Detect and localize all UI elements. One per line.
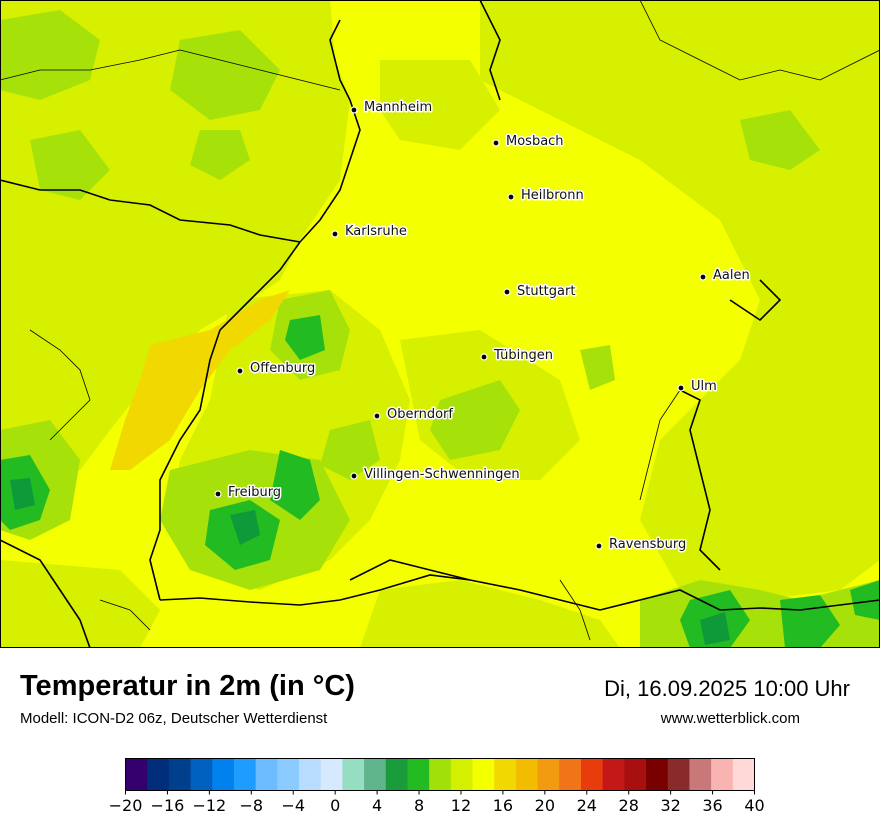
city-mannheim: Mannheim <box>350 99 434 117</box>
colorbar-swatch <box>320 758 343 791</box>
city-ulm: Ulm <box>677 378 718 396</box>
city-mosbach: Mosbach <box>492 133 565 151</box>
svg-text:Karlsruhe: Karlsruhe <box>345 224 407 239</box>
colorbar-swatch <box>233 758 257 791</box>
colorbar-swatch <box>125 758 148 791</box>
website-link[interactable]: www.wetterblick.com <box>660 710 800 727</box>
temperature-band-16-20 <box>110 290 290 470</box>
colorbar-tick-label: −4 <box>281 796 305 815</box>
colorbar-swatch <box>190 758 213 791</box>
city-ravensburg: Ravensburg <box>595 536 688 554</box>
city-heilbronn: Heilbronn <box>507 187 585 205</box>
colorbar-ticks: −20 −16 −12 −8 −4 0 4 8 12 16 20 24 28 32 36 40 <box>110 790 765 815</box>
colorbar-tick-label: 24 <box>577 796 597 815</box>
colorbar-swatch <box>299 758 322 791</box>
colorbar-tick-label: −16 <box>151 796 185 815</box>
city-villingen-schwenningen: Villingen-Schwenningen <box>350 466 521 484</box>
colorbar-swatch <box>732 758 755 791</box>
svg-text:Mosbach: Mosbach <box>506 134 564 149</box>
colorbar-swatch <box>537 758 560 791</box>
colorbar-swatch <box>450 758 474 791</box>
svg-text:Freiburg: Freiburg <box>228 485 281 500</box>
colorbar-swatch <box>407 758 430 791</box>
city-freiburg: Freiburg <box>214 484 283 502</box>
model-subtitle: Modell: ICON-D2 06z, Deutscher Wetterdie… <box>20 710 328 727</box>
colorbar-swatch <box>602 758 625 791</box>
colorbar-tick-label: 0 <box>330 796 340 815</box>
colorbar-tick-label: −8 <box>240 796 264 815</box>
svg-text:Stuttgart: Stuttgart <box>517 284 575 299</box>
colorbar-tick-label: 4 <box>372 796 382 815</box>
svg-text:Offenburg: Offenburg <box>250 361 315 376</box>
colorbar-tick-label: −20 <box>110 796 142 815</box>
svg-text:Ravensburg: Ravensburg <box>609 537 686 552</box>
temperature-map: Mannheim Mosbach Heilbronn Karlsruhe Aal… <box>0 0 880 648</box>
city-offenburg: Offenburg <box>236 360 317 378</box>
colorbar-swatch <box>472 758 495 791</box>
svg-text:Villingen-Schwenningen: Villingen-Schwenningen <box>364 467 520 482</box>
colorbar-swatch <box>364 758 387 791</box>
colorbar-swatch <box>255 758 278 791</box>
chart-title: Temperatur in 2m (in °C) <box>20 670 355 702</box>
colorbar-swatch <box>624 758 647 791</box>
city-tuebingen: Tübingen <box>480 347 555 365</box>
city-markers: Mannheim Mosbach Heilbronn Karlsruhe Aal… <box>214 99 751 554</box>
colorbar-swatch <box>559 758 582 791</box>
forecast-datetime: Di, 16.09.2025 10:00 Uhr <box>604 676 850 701</box>
colorbar-tick-label: 40 <box>744 796 764 815</box>
colorbar-tick-label: 20 <box>535 796 555 815</box>
colorbar-swatch <box>580 758 604 791</box>
temperature-band-4-6 <box>10 478 730 645</box>
svg-text:Ulm: Ulm <box>691 379 717 394</box>
colorbar-tick-label: −12 <box>192 796 226 815</box>
colorbar-swatch <box>515 758 539 791</box>
temperature-colorbar: −20 −16 −12 −8 −4 0 4 8 12 16 20 24 28 32 36 40 <box>110 758 765 815</box>
colorbar-tick-label: 16 <box>493 796 513 815</box>
svg-text:Oberndorf: Oberndorf <box>387 407 453 422</box>
city-aalen: Aalen <box>699 267 751 285</box>
colorbar-swatch <box>689 758 712 791</box>
colorbar-swatch <box>147 758 170 791</box>
svg-text:Heilbronn: Heilbronn <box>521 188 584 203</box>
colorbar-tick-label: 32 <box>660 796 680 815</box>
colorbar-swatch <box>342 758 365 791</box>
city-karlsruhe: Karlsruhe <box>331 223 408 241</box>
river-lines <box>0 0 880 641</box>
colorbar-swatch <box>711 758 734 791</box>
colorbar-tick-label: 36 <box>702 796 722 815</box>
svg-text:Aalen: Aalen <box>713 268 750 283</box>
colorbar-tick-label: 12 <box>451 796 471 815</box>
colorbar-swatches <box>125 758 755 791</box>
svg-text:Mannheim: Mannheim <box>364 100 432 115</box>
colorbar-tick-label: 8 <box>414 796 424 815</box>
colorbar-swatch <box>168 758 192 791</box>
state-borders <box>0 0 880 648</box>
colorbar-frame <box>125 758 755 791</box>
colorbar-swatch <box>212 758 235 791</box>
city-oberndorf: Oberndorf <box>373 406 455 424</box>
colorbar-swatch <box>277 758 300 791</box>
colorbar-tick-label: 28 <box>619 796 639 815</box>
colorbar-swatch <box>385 758 408 791</box>
colorbar-swatch <box>494 758 517 791</box>
colorbar-swatch <box>429 758 452 791</box>
colorbar-swatch <box>646 758 669 791</box>
svg-text:Tübingen: Tübingen <box>493 348 553 363</box>
city-stuttgart: Stuttgart <box>503 283 577 301</box>
colorbar-swatch <box>667 758 690 791</box>
